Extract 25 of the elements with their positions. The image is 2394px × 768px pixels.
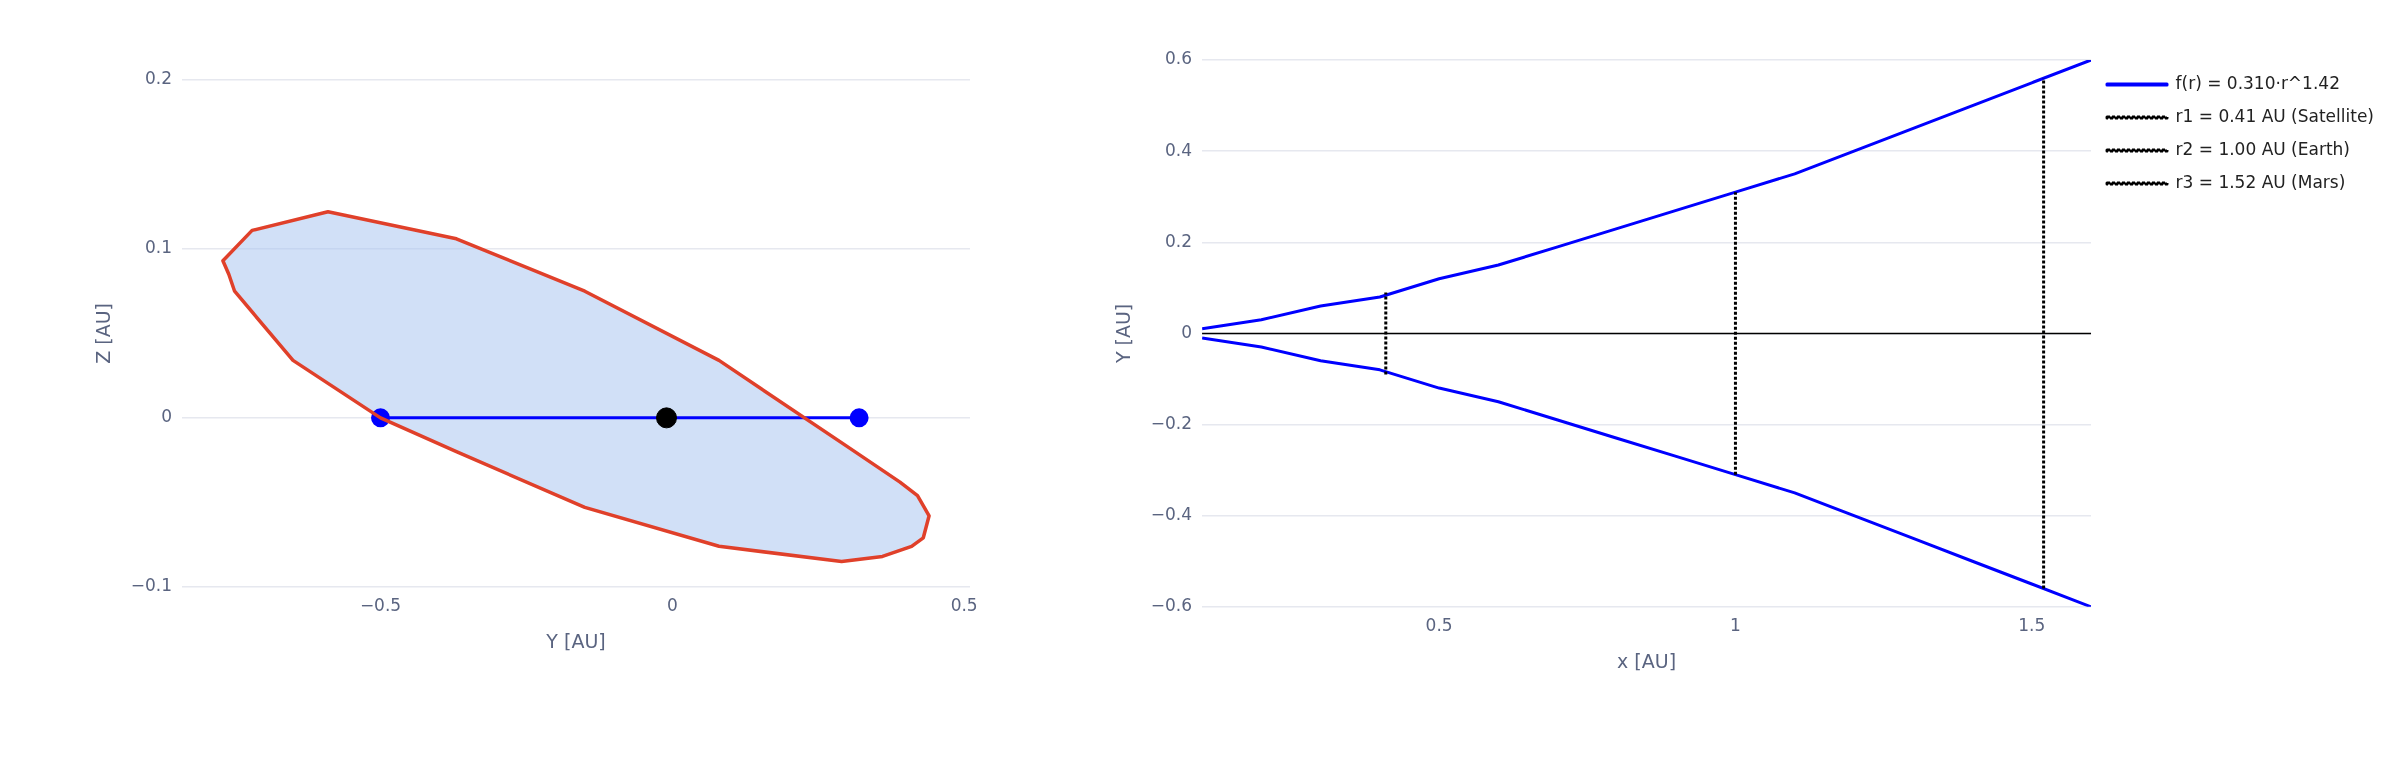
y-axis-title: Z [AU]	[92, 303, 115, 364]
y-axis-title: Y [AU]	[1112, 303, 1135, 365]
y-tick-label: −0.6	[1150, 595, 1193, 616]
x-tick-label: 0	[666, 595, 678, 616]
x-axis-title: Y [AU]	[545, 629, 606, 652]
x-tick-label: 0.5	[1425, 615, 1453, 636]
y-tick-label: −0.2	[1150, 412, 1193, 433]
y-tick-label: −0.1	[130, 575, 173, 596]
y-tick-label: 0	[1181, 321, 1193, 342]
y-tick-label: −0.4	[1150, 504, 1193, 525]
legend-label: r2 = 1.00 AU (Earth)	[2175, 138, 2350, 159]
x-tick-label: 0.5	[950, 595, 978, 616]
legend-label: r1 = 0.41 AU (Satellite)	[2175, 105, 2374, 126]
y-tick-label: 0.2	[1165, 230, 1193, 251]
y-tick-label: 0	[161, 406, 173, 427]
x-axis-title: x [AU]	[1617, 649, 1677, 672]
x-tick-label: 1.5	[2018, 615, 2046, 636]
x-tick-label: −0.5	[359, 595, 402, 616]
y-tick-label: 0.1	[145, 237, 173, 258]
y-tick-label: 0.2	[145, 68, 173, 89]
y-tick-label: 0.4	[1165, 139, 1193, 160]
legend-label: f(r) = 0.310·r^1.42	[2175, 72, 2340, 93]
y-tick-label: 0.6	[1165, 48, 1193, 69]
x-tick-label: 1	[1730, 615, 1741, 636]
legend-label: r3 = 1.52 AU (Mars)	[2175, 171, 2346, 192]
